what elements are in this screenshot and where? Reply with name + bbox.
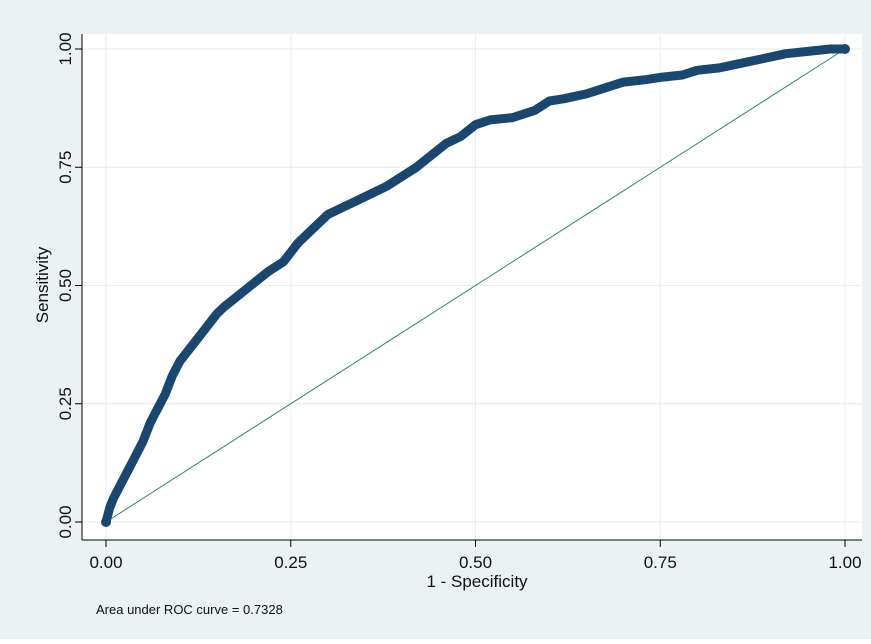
y-tick-label: 0.75 [56,151,75,184]
auc-note: Area under ROC curve = 0.7328 [96,602,283,617]
x-tick-label: 0.25 [274,553,307,572]
reference-diagonal [105,48,846,523]
plot-area [82,34,862,540]
curve-end-point [840,44,850,54]
x-tick-label: 0.50 [459,553,492,572]
y-axis-label: Sensitivity [33,246,52,323]
y-tick-label: 0.25 [56,387,75,420]
roc-curve-group [101,44,850,527]
x-tick-label: 1.00 [828,553,861,572]
y-tick-label: 0.50 [56,269,75,302]
curve-start-point [101,517,111,527]
roc-curve [101,44,850,527]
x-tick-label: 0.00 [89,553,122,572]
y-tick-label: 1.00 [56,32,75,65]
x-tick-label: 0.75 [644,553,677,572]
x-axis-label: 1 - Specificity [426,572,528,591]
grid-lines [82,34,862,540]
axes [81,34,862,541]
y-axis-ticks: 0.00 0.25 0.50 0.75 1.00 [56,32,82,539]
x-axis-ticks: 0.00 0.25 0.50 0.75 1.00 [89,540,862,572]
y-tick-label: 0.00 [56,505,75,538]
